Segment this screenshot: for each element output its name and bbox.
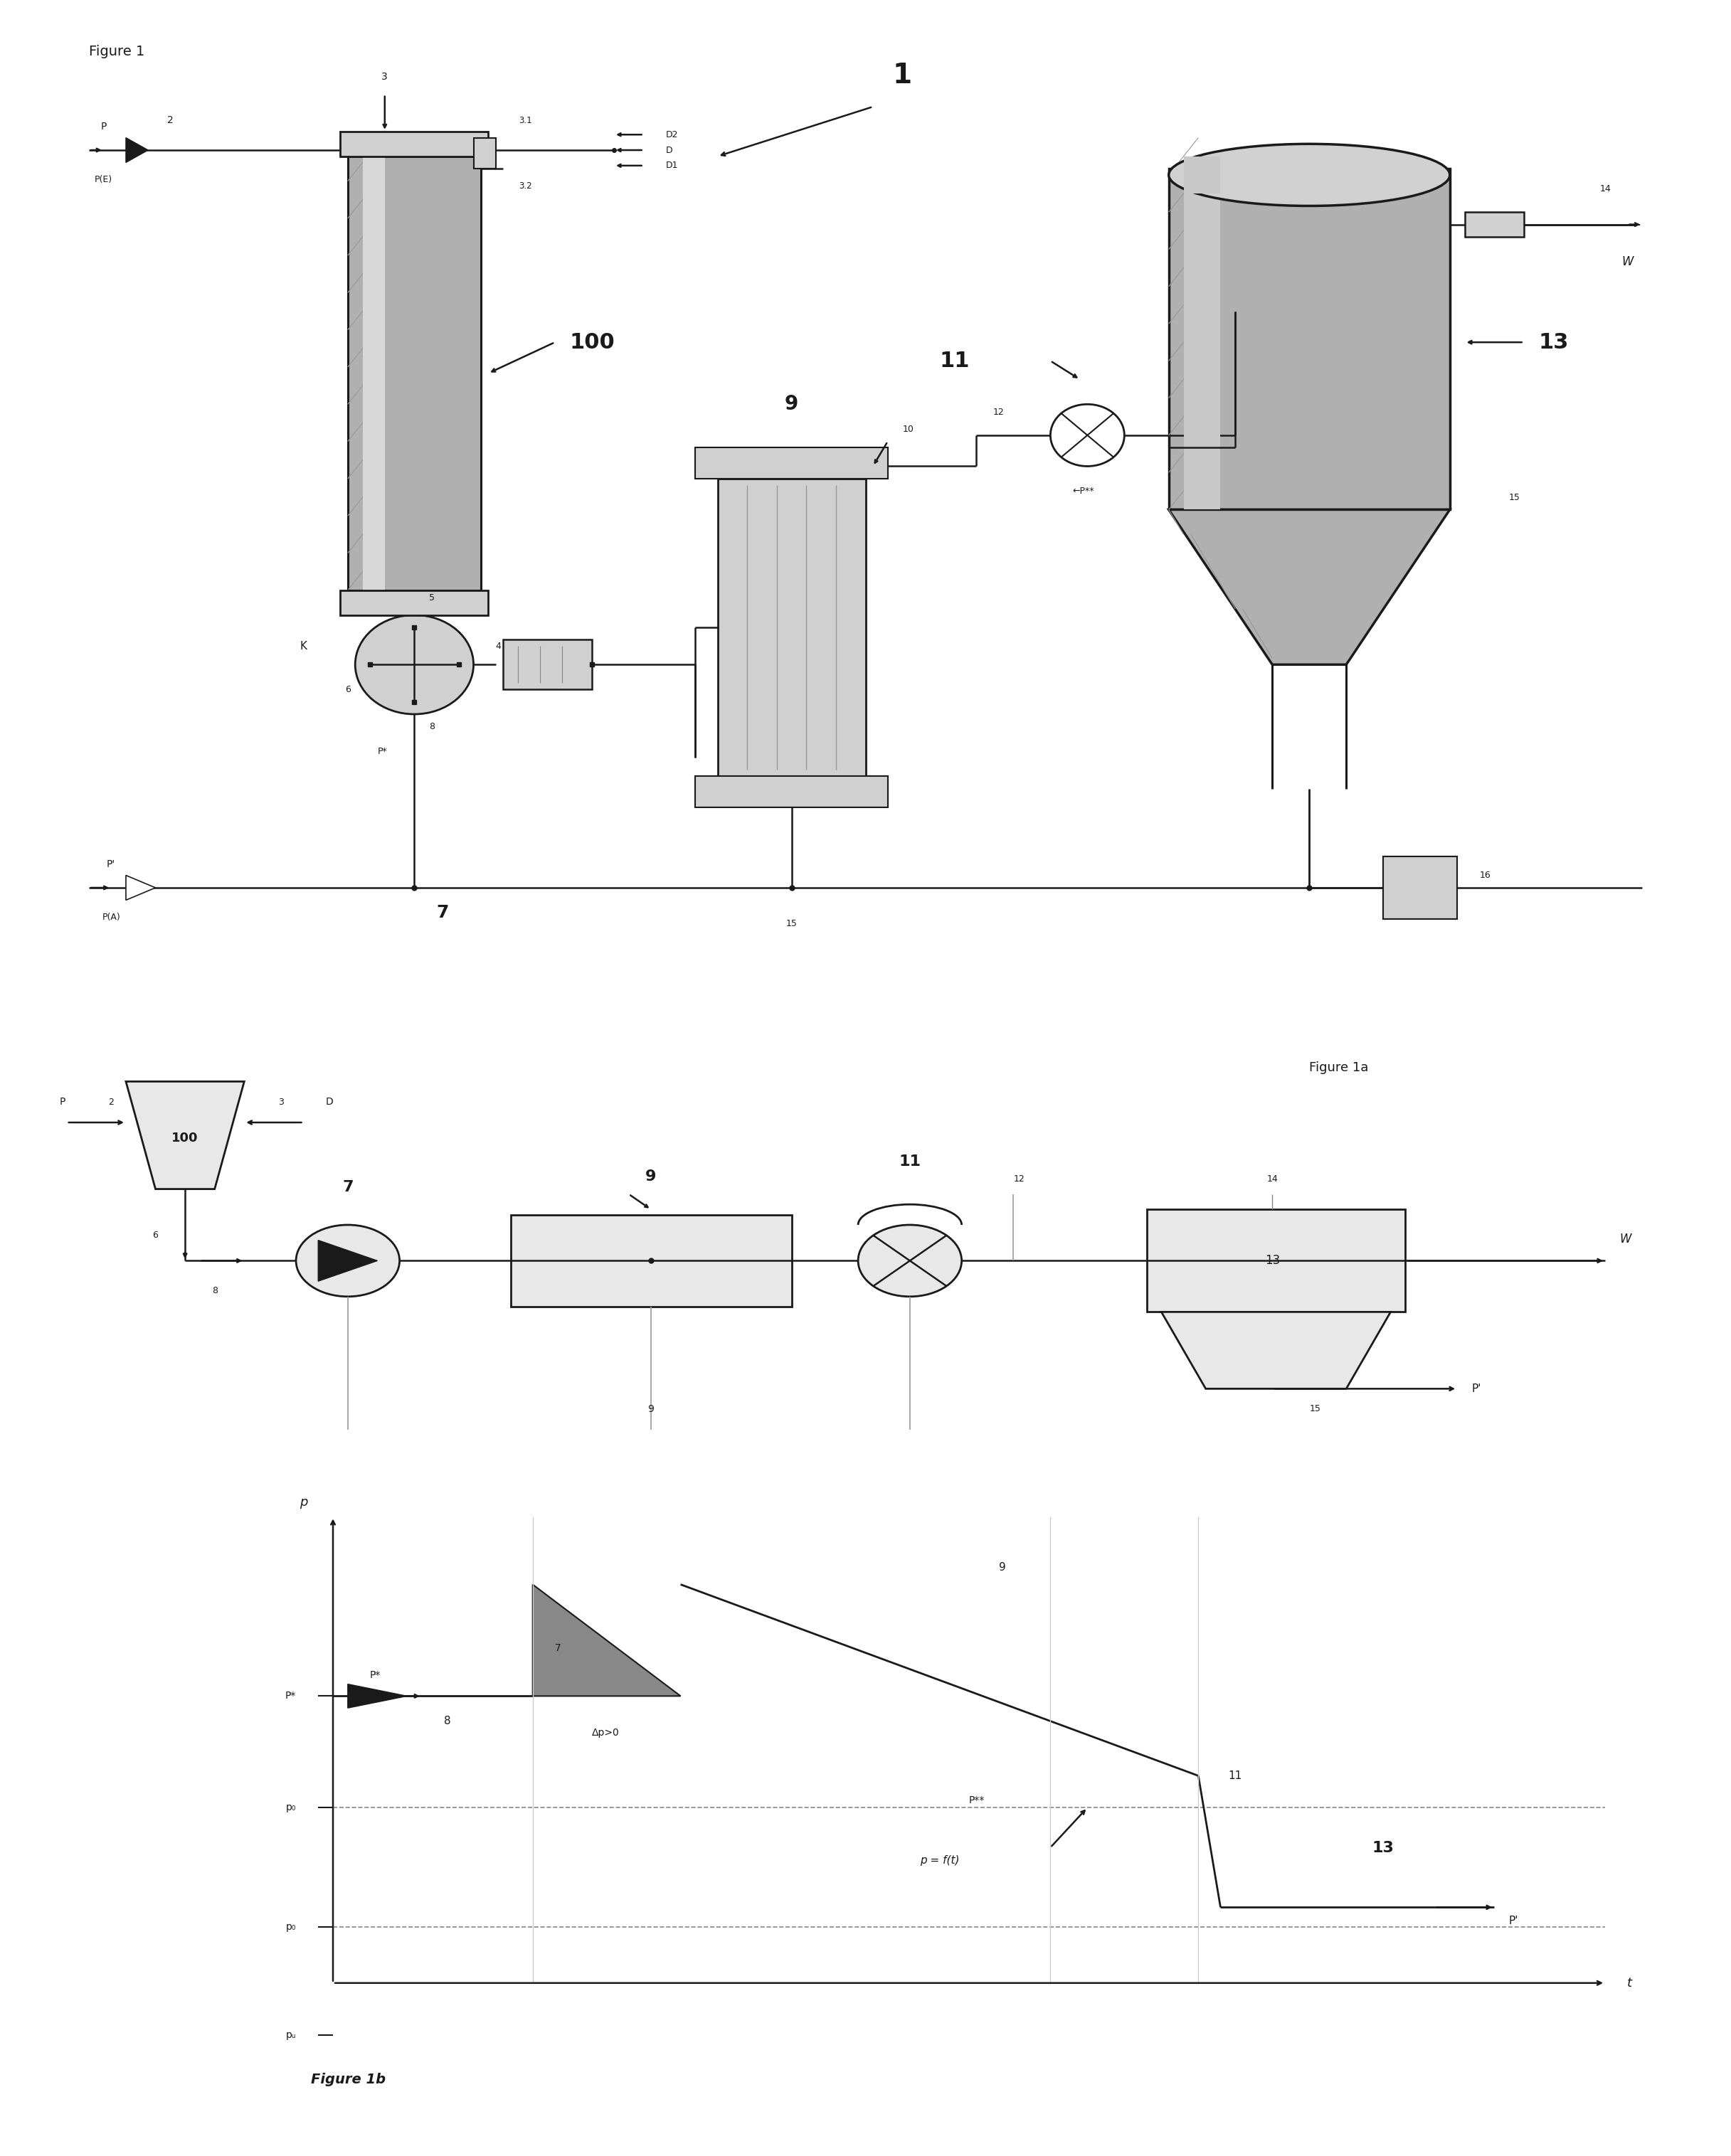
Text: Figure 1a: Figure 1a [1309,1061,1369,1074]
Text: P: P [100,121,107,132]
Text: p₀: p₀ [286,1802,296,1813]
Bar [1168,168,1451,509]
Bar [341,591,488,614]
Text: W: W [1622,254,1632,267]
Text: 7: 7 [556,1643,561,1654]
Text: p: p [299,1496,308,1509]
Text: pᵤ: pᵤ [286,2029,296,2040]
Text: 13: 13 [1265,1255,1279,1268]
Text: Δp>0: Δp>0 [592,1727,620,1738]
Polygon shape [319,1240,377,1281]
Text: P*: P* [370,1671,381,1680]
Text: 3: 3 [381,71,388,82]
Text: D2: D2 [666,129,679,140]
Polygon shape [533,1585,680,1697]
Bar [696,776,888,806]
Bar [504,640,592,690]
Polygon shape [126,1082,244,1190]
Text: P': P' [1509,1915,1518,1925]
Polygon shape [1162,1311,1390,1388]
Text: 10: 10 [902,425,914,433]
Text: 13: 13 [1373,1841,1393,1856]
Text: P(A): P(A) [102,912,119,923]
Text: P': P' [107,860,116,869]
Text: P(E): P(E) [95,175,113,183]
Text: p₀: p₀ [286,1923,296,1932]
Text: 9: 9 [999,1561,1006,1572]
Text: 2: 2 [109,1097,114,1108]
Text: Figure 1b: Figure 1b [312,2074,386,2087]
Bar [348,157,481,591]
Bar [1383,856,1458,918]
Bar [1184,168,1220,509]
Text: 11: 11 [940,351,969,371]
Text: K: K [299,640,306,651]
Text: t: t [1627,1977,1632,1990]
Bar [511,1214,791,1307]
Text: D: D [325,1097,334,1108]
Text: 15: 15 [1309,1404,1321,1414]
Text: p = f(t): p = f(t) [919,1856,959,1867]
Text: 7: 7 [343,1179,353,1194]
Text: 11: 11 [1227,1770,1241,1781]
Text: 15: 15 [1509,492,1520,502]
Text: Figure 1: Figure 1 [88,45,145,58]
Circle shape [1051,405,1125,466]
Text: D1: D1 [666,162,679,170]
Polygon shape [1168,509,1451,664]
Text: ←P**: ←P** [1073,487,1094,496]
Text: 4: 4 [495,640,502,651]
Text: 13: 13 [1539,332,1568,354]
Text: 14: 14 [1599,183,1612,194]
Text: 11: 11 [898,1153,921,1169]
Ellipse shape [1168,144,1451,205]
Text: 6: 6 [344,686,351,694]
Text: 8: 8 [429,722,434,731]
Bar [362,157,384,591]
Text: 14: 14 [1267,1175,1277,1184]
Text: 5: 5 [429,593,434,602]
Bar [718,479,866,776]
Bar [1146,1210,1406,1311]
Text: P*: P* [286,1690,296,1701]
Text: 16: 16 [1480,871,1490,880]
Text: 7: 7 [436,903,448,921]
Bar [1464,211,1523,237]
Circle shape [859,1225,962,1296]
Text: 1: 1 [893,63,912,88]
Text: P: P [59,1097,66,1108]
Polygon shape [126,875,156,901]
Circle shape [355,614,474,714]
Text: 9: 9 [646,1171,656,1184]
Polygon shape [126,138,149,162]
Text: P**: P** [968,1796,985,1805]
Text: D: D [666,144,673,155]
Text: 100: 100 [569,332,615,354]
Text: P*: P* [377,746,388,757]
Bar [1184,157,1220,194]
Text: W: W [1620,1233,1632,1246]
Bar [474,138,495,168]
Circle shape [296,1225,400,1296]
Text: 9: 9 [784,395,798,414]
Text: 3.2: 3.2 [519,181,531,190]
Text: 8: 8 [211,1287,218,1296]
Text: 3: 3 [279,1097,284,1108]
Text: 12: 12 [994,407,1004,416]
Text: 12: 12 [1013,1175,1025,1184]
Text: 6: 6 [152,1231,158,1240]
Bar [696,448,888,479]
Text: 9: 9 [647,1404,654,1414]
Bar [341,132,488,155]
Text: 8: 8 [443,1716,450,1727]
Text: 100: 100 [171,1132,199,1145]
Polygon shape [348,1684,407,1708]
Text: 3.1: 3.1 [519,116,531,125]
Text: 15: 15 [786,918,798,927]
Text: P': P' [1471,1384,1482,1395]
Text: 2: 2 [168,116,173,125]
